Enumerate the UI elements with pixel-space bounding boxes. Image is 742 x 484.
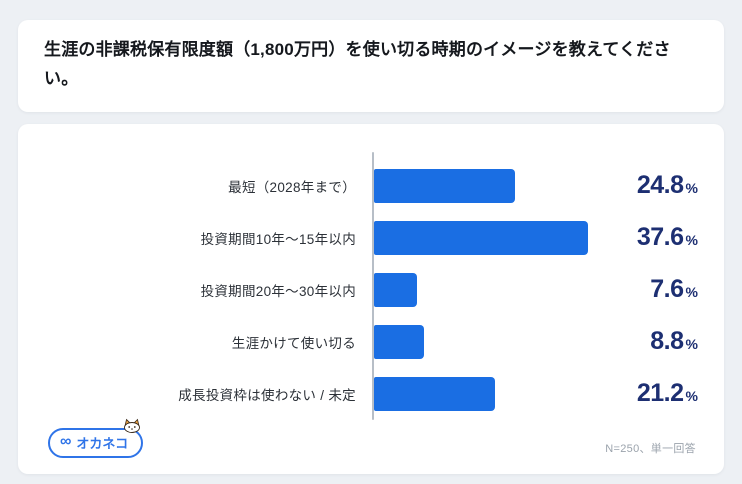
bar — [374, 324, 425, 359]
bar-track — [372, 220, 590, 255]
bar — [374, 168, 516, 203]
category-label: 投資期間20年〜30年以内 — [200, 283, 356, 299]
okaneco-logo: ∞ オカネコ — [48, 418, 144, 458]
bar — [374, 376, 495, 411]
value-number: 7.6 — [650, 275, 684, 304]
question-title: 生涯の非課税保有限度額（1,800万円）を使い切る時期のイメージを教えてください… — [44, 40, 671, 88]
chart-axis-line — [372, 151, 374, 420]
percent-sign: % — [685, 388, 698, 405]
chart-rows: 最短（2028年まで） 24.8% 投資期間10年〜15年以内 37.6% 投資期間20… — [42, 151, 698, 420]
bar — [374, 220, 589, 255]
logo-label: オカネコ — [76, 435, 129, 451]
category-label: 投資期間10年〜15年以内 — [200, 231, 356, 247]
value-label: 21.2% — [590, 379, 698, 408]
sample-note: N=250、単一回答 — [605, 442, 696, 455]
bar-track — [372, 272, 590, 307]
bar-track — [372, 168, 590, 203]
value-number: 21.2 — [636, 379, 684, 408]
chart-row: 最短（2028年まで） 24.8% — [42, 160, 698, 212]
bar — [374, 272, 418, 307]
value-number: 37.6 — [636, 223, 684, 252]
chart-card: 最短（2028年まで） 24.8% 投資期間10年〜15年以内 37.6% 投資期間20… — [18, 123, 724, 474]
percent-sign: % — [685, 232, 698, 249]
value-label: 24.8% — [590, 171, 698, 200]
infinity-logo-icon: ∞ — [60, 433, 72, 451]
chart-row: 投資期間20年〜30年以内 7.6% — [42, 264, 698, 316]
value-label: 37.6% — [590, 223, 698, 252]
chart-footer: ∞ オカネコ N=250、単一回答 — [42, 418, 698, 460]
category-label: 成長投資枠は使わない / 未定 — [178, 387, 356, 403]
percent-sign: % — [685, 336, 698, 353]
chart-row: 投資期間10年〜15年以内 37.6% — [42, 212, 698, 264]
value-label: 7.6% — [590, 275, 698, 304]
value-number: 8.8 — [650, 327, 684, 356]
chart-row: 成長投資枠は使わない / 未定 21.2% — [42, 368, 698, 420]
question-card: 生涯の非課税保有限度額（1,800万円）を使い切る時期のイメージを教えてください… — [18, 20, 724, 112]
chart-row: 生涯かけて使い切る 8.8% — [42, 316, 698, 368]
percent-sign: % — [685, 284, 698, 301]
dog-mascot-icon — [124, 418, 141, 433]
category-label: 最短（2028年まで） — [228, 179, 356, 195]
value-label: 8.8% — [590, 327, 698, 356]
category-label: 生涯かけて使い切る — [231, 335, 356, 351]
percent-sign: % — [685, 180, 698, 197]
bar-track — [372, 376, 590, 411]
value-number: 24.8 — [636, 171, 684, 200]
bar-track — [372, 324, 590, 359]
